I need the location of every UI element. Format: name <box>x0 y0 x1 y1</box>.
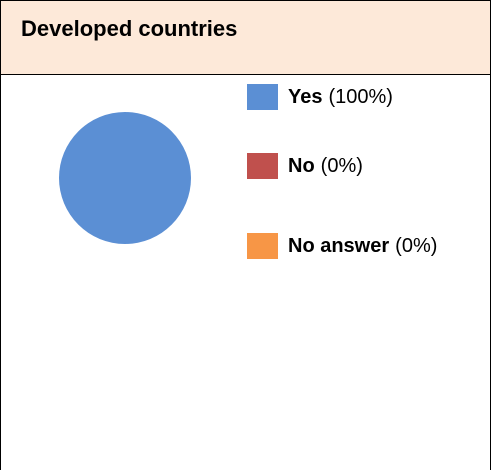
legend-item-yes: Yes (100%) <box>247 84 393 110</box>
chart-header: Developed countries <box>1 1 490 75</box>
legend-item-no-answer: No answer (0%) <box>247 233 437 259</box>
legend-label-yes: Yes <box>288 85 323 108</box>
legend-swatch-no-answer <box>247 233 278 259</box>
chart-title: Developed countries <box>21 16 238 41</box>
legend-item-no: No (0%) <box>247 153 363 179</box>
legend-value-no-answer: (0%) <box>395 234 438 257</box>
legend-value-yes: (100%) <box>328 85 393 108</box>
legend-label-no-answer: No answer <box>288 234 390 257</box>
legend-swatch-no <box>247 153 278 179</box>
legend-label-no: No <box>288 154 315 177</box>
pie-chart <box>59 112 191 244</box>
legend-value-no: (0%) <box>320 154 363 177</box>
pie-slice-yes <box>59 112 191 244</box>
legend-swatch-yes <box>247 84 278 110</box>
